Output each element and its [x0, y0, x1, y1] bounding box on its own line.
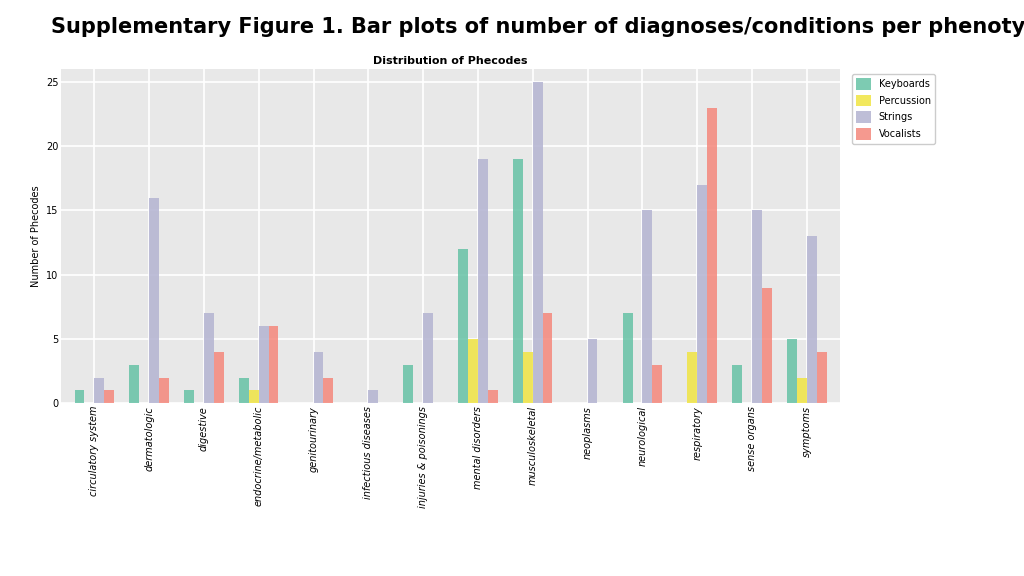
Bar: [732, 365, 742, 403]
Bar: [214, 352, 223, 403]
Bar: [707, 108, 717, 403]
Bar: [249, 391, 259, 403]
Bar: [204, 313, 214, 403]
Y-axis label: Number of Phecodes: Number of Phecodes: [31, 185, 41, 287]
Bar: [259, 326, 268, 403]
Bar: [184, 391, 195, 403]
Bar: [797, 377, 807, 403]
Bar: [458, 249, 468, 403]
Bar: [423, 313, 433, 403]
Bar: [94, 377, 104, 403]
Bar: [752, 210, 762, 403]
Bar: [75, 391, 84, 403]
Bar: [478, 159, 487, 403]
Bar: [324, 377, 333, 403]
Bar: [642, 210, 652, 403]
Bar: [268, 326, 279, 403]
Bar: [817, 352, 826, 403]
Bar: [403, 365, 414, 403]
Bar: [104, 391, 114, 403]
Bar: [623, 313, 633, 403]
Bar: [588, 339, 597, 403]
Bar: [313, 352, 324, 403]
Bar: [523, 352, 532, 403]
Bar: [762, 287, 772, 403]
Bar: [468, 339, 478, 403]
Bar: [513, 159, 523, 403]
Bar: [129, 365, 139, 403]
Bar: [532, 82, 543, 403]
Bar: [687, 352, 697, 403]
Bar: [543, 313, 553, 403]
Bar: [487, 391, 498, 403]
Bar: [697, 185, 707, 403]
Bar: [159, 377, 169, 403]
Legend: Keyboards, Percussion, Strings, Vocalists: Keyboards, Percussion, Strings, Vocalist…: [852, 74, 935, 144]
Text: Supplementary Figure 1. Bar plots of number of diagnoses/conditions per phenotyp: Supplementary Figure 1. Bar plots of num…: [51, 17, 1024, 37]
Title: Distribution of Phecodes: Distribution of Phecodes: [374, 55, 527, 66]
Bar: [369, 391, 378, 403]
Bar: [807, 236, 817, 403]
Bar: [652, 365, 663, 403]
Bar: [150, 198, 159, 403]
Bar: [787, 339, 797, 403]
Bar: [239, 377, 249, 403]
